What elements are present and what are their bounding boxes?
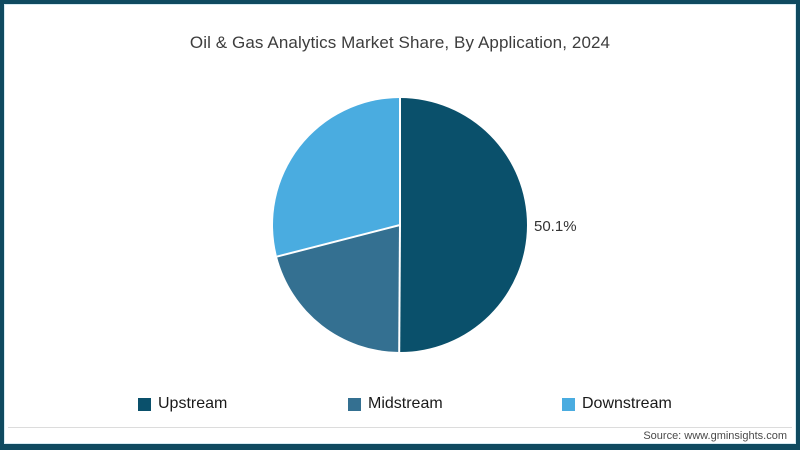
pie-slice-midstream xyxy=(276,225,400,352)
pie-slice-downstream xyxy=(273,98,400,257)
divider-line xyxy=(8,427,792,428)
legend-swatch-midstream xyxy=(348,398,361,411)
pie-seam xyxy=(276,224,401,258)
pie-chart xyxy=(273,98,528,353)
legend-label-midstream: Midstream xyxy=(368,395,443,412)
data-label-upstream: 50.1% xyxy=(534,218,577,235)
chart-title: Oil & Gas Analytics Market Share, By App… xyxy=(189,33,611,52)
legend-item-downstream: Downstream xyxy=(562,395,672,413)
source-attribution: Source: www.gminsights.com xyxy=(643,430,787,442)
legend-swatch-downstream xyxy=(562,398,575,411)
legend-item-midstream: Midstream xyxy=(348,395,443,413)
legend-label-upstream: Upstream xyxy=(158,395,228,412)
pie-seam xyxy=(398,224,401,353)
legend-label-downstream: Downstream xyxy=(582,395,672,412)
legend-swatch-upstream xyxy=(138,398,151,411)
pie-slice-upstream xyxy=(399,98,528,353)
legend-item-upstream: Upstream xyxy=(138,395,227,413)
